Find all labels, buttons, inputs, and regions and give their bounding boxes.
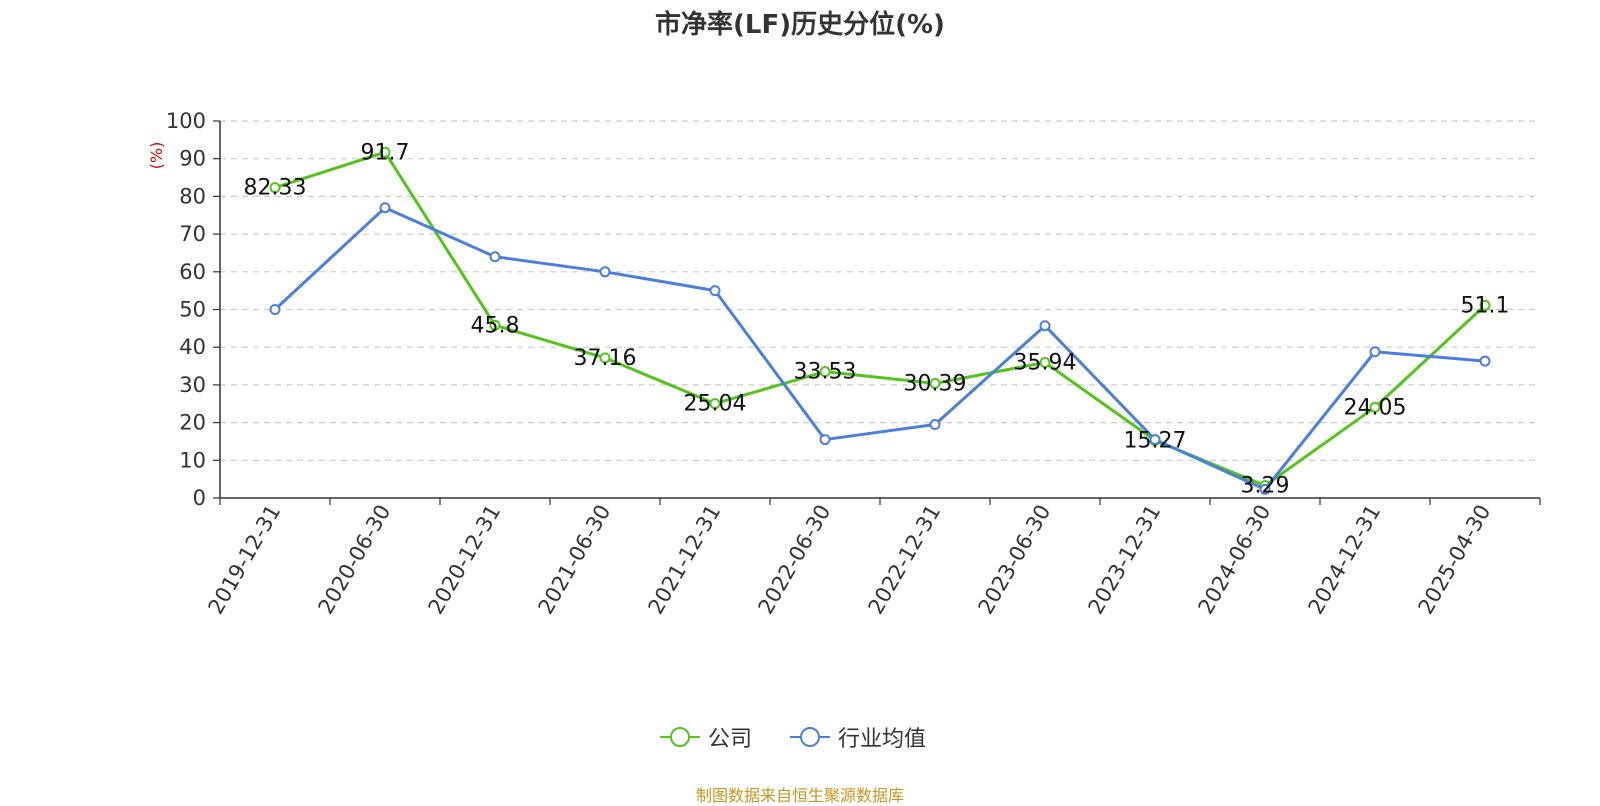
data-point-company (929, 377, 941, 389)
data-point-industry (379, 202, 391, 214)
legend-industry-label: 行业均值 (838, 727, 927, 752)
x-tick-label: 2025-04-30 (1414, 501, 1496, 619)
x-tick-label: 2024-12-31 (1304, 501, 1386, 619)
legend-item-company[interactable]: 公司 (660, 722, 752, 752)
source-note: 制图数据来自恒生聚源数据库 (695, 786, 904, 805)
data-label: 35.94 (1014, 351, 1077, 376)
y-axis-label: (%) (147, 142, 166, 170)
data-point-company (269, 182, 281, 194)
data-point-industry (929, 418, 941, 430)
x-tick-label: 2023-12-31 (1084, 501, 1166, 619)
data-point-industry (1149, 434, 1161, 446)
chart-title: 市净率(LF)历史分位(%) (655, 10, 945, 40)
series (269, 146, 1491, 495)
data-point-company (599, 352, 611, 364)
x-tick-label: 2023-06-30 (974, 501, 1056, 619)
data-label: 25.04 (684, 392, 747, 417)
x-tick-label: 2024-06-30 (1194, 501, 1276, 619)
legend-company-icon (660, 727, 700, 747)
x-tick-label: 2019-12-31 (204, 501, 286, 619)
y-tick-label: 20 (179, 411, 206, 435)
data-label: 82.33 (244, 176, 307, 201)
x-tick-label: 2020-06-30 (314, 501, 396, 619)
data-point-company (1039, 357, 1051, 369)
data-label: 51.1 (1461, 293, 1510, 318)
data-point-industry (1259, 483, 1271, 495)
data-point-company (1369, 401, 1381, 413)
data-labels: 82.33 91.7 45.8 37.16 25.04 33.53 30.39 35.94 15… (244, 140, 1510, 498)
x-tick-label: 2021-06-30 (534, 501, 616, 619)
data-point-company (489, 319, 501, 331)
data-point-company (819, 366, 831, 378)
y-tick-label: 30 (179, 373, 206, 397)
data-label: 37.16 (574, 346, 637, 371)
data-label: 24.05 (1344, 395, 1407, 420)
y-tick-label: 50 (179, 298, 206, 322)
data-label: 30.39 (904, 371, 967, 396)
data-point-industry (709, 285, 721, 297)
x-tick-label: 2022-12-31 (864, 501, 946, 619)
data-point-company (709, 398, 721, 410)
data-point-industry (599, 266, 611, 278)
data-label: 15.27 (1124, 428, 1187, 453)
series-line-industry (273, 206, 1486, 491)
y-tick-label: 90 (179, 147, 206, 171)
legend-industry-icon (790, 727, 830, 747)
y-tick-label: 0 (193, 486, 206, 510)
y-tick-label: 70 (179, 222, 206, 246)
y-tick-label: 100 (166, 109, 206, 133)
legend-item-industry[interactable]: 行业均值 (790, 722, 926, 752)
data-label: 3.29 (1241, 474, 1290, 499)
y-tick-label: 40 (179, 335, 206, 359)
legend-company-label: 公司 (708, 727, 753, 752)
x-tick-label: 2022-06-30 (754, 501, 836, 619)
data-point-industry (1369, 346, 1381, 358)
data-label: 45.8 (471, 313, 520, 338)
y-tick-label: 80 (179, 184, 206, 208)
y-tick-label: 10 (179, 448, 206, 472)
data-point-industry (1479, 355, 1491, 367)
series-line-company (274, 150, 1487, 488)
x-tick-label: 2021-12-31 (644, 501, 726, 619)
data-label: 91.7 (361, 140, 410, 165)
data-point-company (379, 146, 391, 158)
data-label: 33.53 (794, 360, 857, 385)
data-point-company (1479, 299, 1491, 311)
data-point-industry (489, 251, 501, 263)
x-tick-label: 2020-12-31 (424, 501, 506, 619)
data-point-industry (269, 304, 281, 315)
y-tick-label: 60 (179, 260, 206, 284)
data-point-industry (819, 434, 831, 446)
grid-lines (220, 120, 1540, 461)
data-point-industry (1039, 320, 1051, 332)
